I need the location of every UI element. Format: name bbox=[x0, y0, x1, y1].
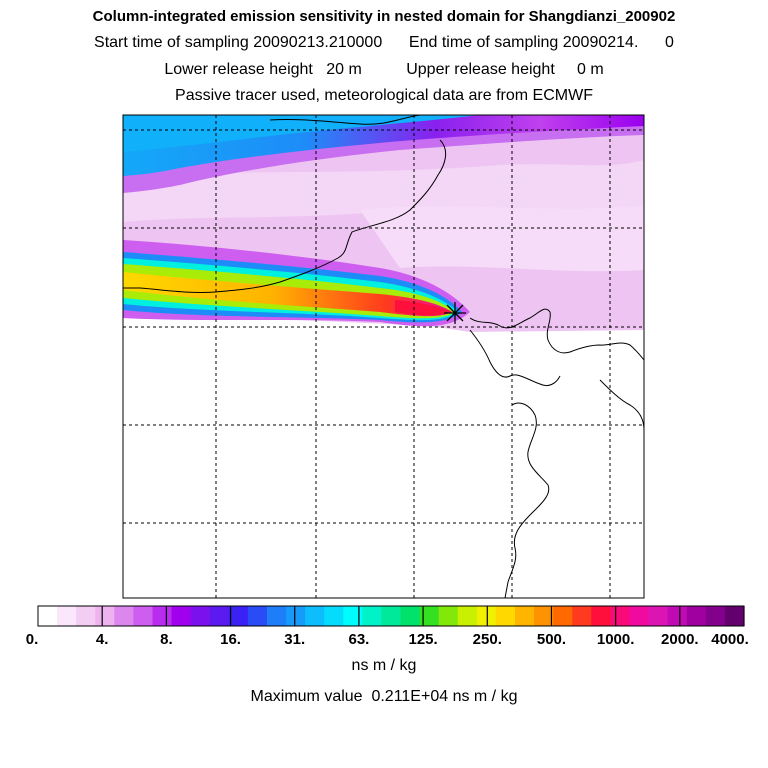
legend-tick-label: 16. bbox=[220, 631, 241, 648]
legend-swatch bbox=[686, 606, 707, 626]
legend-swatch bbox=[57, 606, 77, 626]
legend-swatch bbox=[286, 606, 306, 626]
legend-swatch bbox=[38, 606, 58, 626]
field-top-band-core bbox=[123, 115, 480, 152]
border-northeast bbox=[123, 139, 447, 294]
legend-frame bbox=[37, 605, 745, 627]
legend-swatch bbox=[438, 606, 459, 626]
legend-swatch bbox=[266, 606, 287, 626]
legend-swatch bbox=[76, 606, 96, 626]
legend-swatch bbox=[515, 606, 535, 626]
legend-units: ns m / kg bbox=[351, 657, 417, 674]
max-value-line: Maximum value 0.211E+04 ns m / kg bbox=[250, 688, 518, 705]
legend-swatch bbox=[534, 606, 554, 626]
legend-dividers bbox=[101, 606, 681, 626]
legend-swatch bbox=[572, 606, 592, 626]
plot-title: Column-integrated emission sensitivity i… bbox=[92, 8, 676, 25]
legend-colorbar bbox=[37, 605, 745, 627]
legend-swatch bbox=[648, 606, 669, 626]
legend-swatch bbox=[152, 606, 173, 626]
legend-swatch bbox=[705, 606, 726, 626]
sensitivity-field bbox=[123, 115, 644, 332]
legend-swatch bbox=[362, 606, 383, 626]
legend-swatch bbox=[667, 606, 688, 626]
legend-tick-label: 8. bbox=[160, 631, 173, 648]
release-height-line: Lower release height 20 m Upper release … bbox=[164, 61, 604, 78]
coast-islands bbox=[599, 379, 644, 431]
legend-swatch bbox=[247, 606, 268, 626]
legend-tick-label: 250. bbox=[472, 631, 502, 648]
border-north bbox=[269, 115, 421, 125]
field-plume-core bbox=[123, 272, 452, 317]
legend-swatch bbox=[95, 606, 115, 626]
legend-tick-label: 63. bbox=[348, 631, 370, 648]
legend-tick-label: 125. bbox=[408, 631, 438, 648]
legend-tick-label: 2000. bbox=[661, 631, 699, 648]
coast-east bbox=[469, 308, 644, 361]
legend-swatch bbox=[324, 606, 344, 626]
legend-swatch bbox=[553, 606, 573, 626]
legend-swatch bbox=[228, 606, 249, 626]
legend-swatch bbox=[209, 606, 230, 626]
field-plume-max bbox=[395, 300, 452, 316]
legend-swatch bbox=[114, 606, 134, 626]
legend-swatch bbox=[343, 606, 363, 626]
legend-swatch bbox=[171, 606, 192, 626]
legend-swatch bbox=[305, 606, 325, 626]
legend-tick-label: 1000. bbox=[596, 631, 635, 648]
tracer-info-line: Passive tracer used, meteorological data… bbox=[175, 87, 593, 104]
legend-tick-label: 500. bbox=[536, 631, 567, 648]
field-pale bbox=[123, 160, 644, 222]
field-light bbox=[360, 205, 644, 272]
legend-tick-label: 31. bbox=[284, 631, 306, 648]
coast-south bbox=[504, 402, 550, 598]
legend-swatch bbox=[724, 606, 745, 626]
sampling-time-line: Start time of sampling 20090213.210000 E… bbox=[94, 34, 674, 51]
legend-swatch bbox=[591, 606, 612, 626]
legend-tick-label: 4000. bbox=[711, 631, 749, 648]
legend-swatch bbox=[190, 606, 211, 626]
legend-tick-label: 4. bbox=[95, 631, 109, 648]
legend-swatch bbox=[133, 606, 154, 626]
graticule bbox=[123, 115, 644, 598]
receptor-star-icon bbox=[444, 302, 466, 324]
legend-swatch bbox=[495, 606, 516, 626]
coast-peninsula bbox=[469, 329, 561, 387]
legend-tick-label: 0. bbox=[25, 631, 39, 648]
legend-swatch bbox=[629, 606, 650, 626]
legend-swatch bbox=[457, 606, 478, 626]
legend-swatch bbox=[381, 606, 402, 626]
legend-swatch bbox=[400, 606, 421, 626]
legend-swatch bbox=[419, 606, 440, 626]
coastlines bbox=[123, 115, 644, 598]
legend-swatch bbox=[610, 606, 631, 626]
map-frame bbox=[122, 114, 645, 599]
